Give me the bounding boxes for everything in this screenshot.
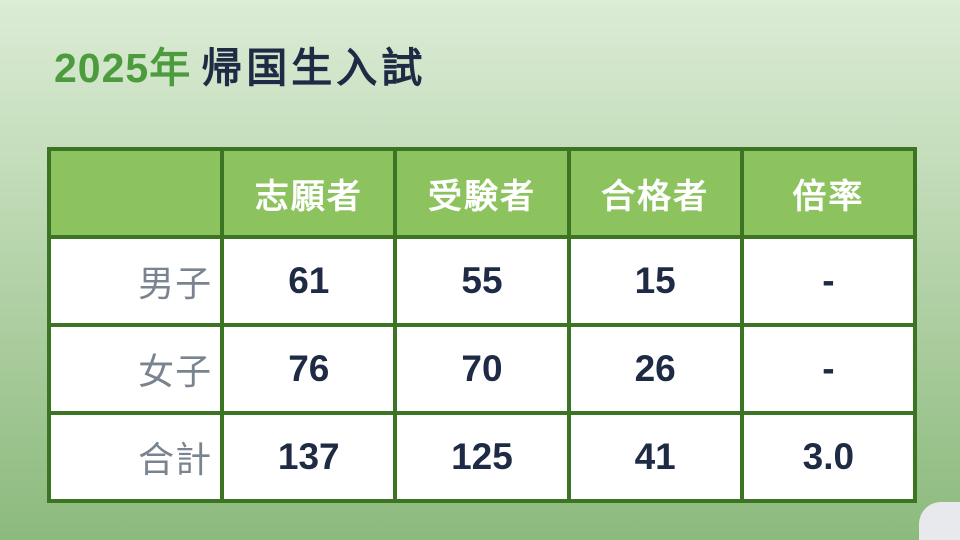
table-cell: 3.0 bbox=[739, 411, 918, 503]
column-header-accepted: 合格者 bbox=[566, 147, 744, 239]
table-cell: 26 bbox=[566, 323, 744, 415]
table-cell: 76 bbox=[220, 323, 398, 415]
table-row-total: 合計 137 125 41 3.0 bbox=[46, 411, 918, 503]
page-title: 2025年 帰国生入試 bbox=[54, 44, 426, 93]
column-header-examinees: 受験者 bbox=[393, 147, 571, 239]
table-cell: - bbox=[739, 235, 918, 327]
table-row-boys: 男子 61 55 15 - bbox=[46, 235, 918, 327]
column-header-blank bbox=[46, 147, 225, 239]
column-header-applicants: 志願者 bbox=[220, 147, 398, 239]
table-cell: 61 bbox=[220, 235, 398, 327]
corner-decoration bbox=[919, 502, 960, 540]
admissions-table-container: 志願者 受験者 合格者 倍率 男子 61 55 15 - 女子 76 70 bbox=[46, 147, 918, 503]
table-cell: 15 bbox=[566, 235, 744, 327]
table-cell: 125 bbox=[393, 411, 571, 503]
title-year: 2025年 bbox=[54, 45, 192, 91]
admissions-table: 志願者 受験者 合格者 倍率 男子 61 55 15 - 女子 76 70 bbox=[46, 147, 918, 503]
table-cell: - bbox=[739, 323, 918, 415]
table-cell: 137 bbox=[220, 411, 398, 503]
title-text: 帰国生入試 bbox=[201, 45, 427, 91]
table-row-girls: 女子 76 70 26 - bbox=[46, 323, 918, 415]
table-header-row: 志願者 受験者 合格者 倍率 bbox=[46, 147, 918, 239]
row-label-girls: 女子 bbox=[46, 323, 225, 415]
table-cell: 70 bbox=[393, 323, 571, 415]
table-cell: 55 bbox=[393, 235, 571, 327]
row-label-total: 合計 bbox=[46, 411, 225, 503]
table-cell: 41 bbox=[566, 411, 744, 503]
column-header-ratio: 倍率 bbox=[739, 147, 918, 239]
row-label-boys: 男子 bbox=[46, 235, 225, 327]
